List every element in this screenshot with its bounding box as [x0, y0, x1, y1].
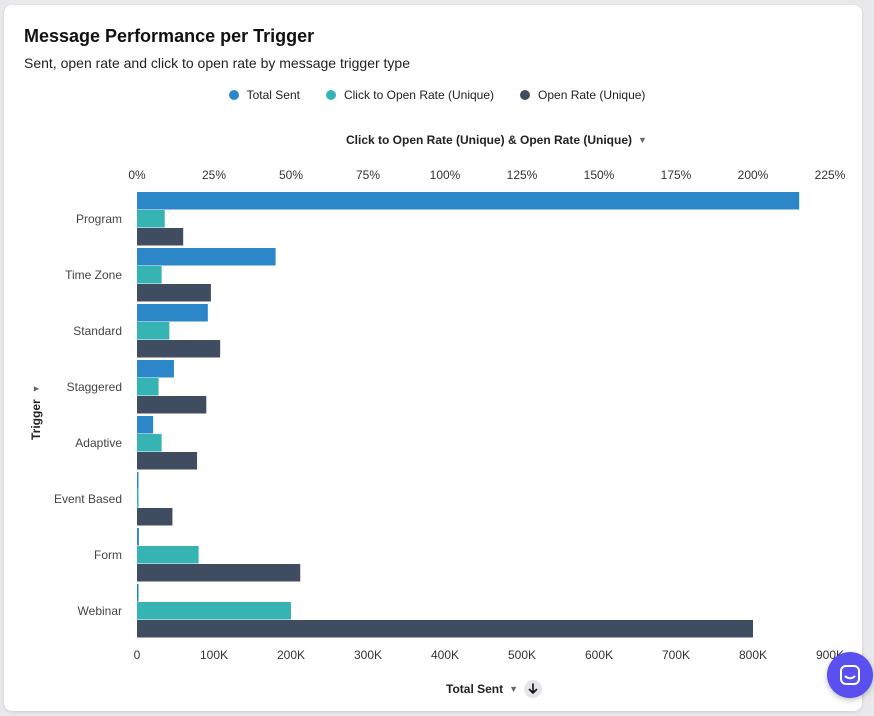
- bar-click-to-open-rate-unique: [137, 490, 139, 508]
- top-axis-title: Click to Open Rate (Unique) & Open Rate …: [346, 133, 633, 147]
- bar-click-to-open-rate-unique: [137, 546, 199, 564]
- legend-item-open-rate[interactable]: Open Rate (Unique): [520, 88, 645, 102]
- legend-label: Click to Open Rate (Unique): [343, 88, 495, 102]
- bottom-axis-tick-label: 100K: [200, 648, 228, 662]
- bar-total-sent: [137, 528, 139, 546]
- bar-open-rate-unique: [137, 228, 184, 246]
- bar-open-rate-unique: [137, 564, 301, 582]
- top-axis-tick-label: 150%: [584, 168, 615, 182]
- bar-click-to-open-rate-unique: [137, 602, 291, 620]
- top-axis-selector[interactable]: Click to Open Rate (Unique) & Open Rate …: [346, 133, 647, 147]
- bottom-axis-tick-label: 500K: [508, 648, 536, 662]
- bar-click-to-open-rate-unique: [137, 322, 170, 340]
- bottom-axis-tick-label: 600K: [585, 648, 613, 662]
- bar-total-sent: [137, 304, 208, 322]
- category-label: Adaptive: [75, 436, 122, 450]
- bar-total-sent: [137, 360, 174, 378]
- bar-total-sent: [137, 416, 154, 434]
- top-axis-tick-label: 0%: [128, 168, 146, 182]
- bottom-axis-selector[interactable]: Total Sent ▼: [446, 680, 543, 698]
- top-axis-tick-label: 100%: [430, 168, 461, 182]
- bottom-axis-tick-label: 0: [134, 648, 141, 662]
- legend-dot: [325, 90, 336, 100]
- caret-down-icon: ▼: [31, 384, 41, 394]
- bar-open-rate-unique: [137, 508, 173, 526]
- category-label: Event Based: [54, 492, 122, 506]
- caret-down-icon: ▼: [509, 684, 519, 694]
- y-axis-title: Trigger: [29, 399, 43, 440]
- category-label: Standard: [73, 324, 122, 338]
- bar-open-rate-unique: [137, 620, 753, 638]
- chat-icon: [840, 665, 860, 685]
- top-axis-tick-label: 125%: [507, 168, 538, 182]
- legend-item-click-to-open-rate[interactable]: Click to Open Rate (Unique): [325, 88, 495, 102]
- bottom-axis-tick-label: 300K: [354, 648, 382, 662]
- bar-click-to-open-rate-unique: [137, 210, 165, 228]
- bottom-axis-tick-label: 200K: [277, 648, 305, 662]
- bar-open-rate-unique: [137, 396, 207, 414]
- bar-open-rate-unique: [137, 340, 221, 358]
- category-label: Program: [76, 212, 122, 226]
- category-label: Time Zone: [65, 268, 122, 282]
- bottom-axis-title: Total Sent: [446, 682, 504, 696]
- sort-button[interactable]: [524, 680, 543, 698]
- top-axis-tick-label: 75%: [356, 168, 380, 182]
- bar-open-rate-unique: [137, 452, 198, 470]
- legend-label: Total Sent: [246, 88, 300, 102]
- bottom-axis-tick-label: 700K: [662, 648, 690, 662]
- page-title: Message Performance per Trigger: [24, 26, 315, 46]
- legend-item-total-sent[interactable]: Total Sent: [228, 88, 300, 102]
- category-label: Form: [94, 548, 122, 562]
- arrow-down-icon: [528, 683, 538, 694]
- top-axis-tick-label: 25%: [202, 168, 226, 182]
- category-label: Staggered: [67, 380, 122, 394]
- legend-dot: [228, 90, 239, 100]
- bottom-axis-tick-label: 800K: [739, 648, 767, 662]
- bar-click-to-open-rate-unique: [137, 266, 162, 284]
- bottom-axis-tick-label: 400K: [431, 648, 459, 662]
- caret-down-icon: ▼: [638, 135, 647, 145]
- bar-open-rate-unique: [137, 284, 211, 302]
- bar-total-sent: [137, 192, 800, 210]
- bar-click-to-open-rate-unique: [137, 378, 159, 396]
- top-axis-tick-label: 50%: [279, 168, 303, 182]
- top-axis-tick-label: 200%: [738, 168, 769, 182]
- legend-label: Open Rate (Unique): [538, 88, 646, 102]
- chat-launcher-button[interactable]: [827, 652, 873, 698]
- bar-total-sent: [137, 472, 139, 490]
- bar-total-sent: [137, 584, 139, 602]
- legend: Total Sent Click to Open Rate (Unique) O…: [0, 88, 874, 102]
- chart-card: [4, 5, 862, 711]
- legend-dot: [520, 90, 531, 100]
- bar-click-to-open-rate-unique: [137, 434, 162, 452]
- top-axis-tick-label: 175%: [661, 168, 692, 182]
- page-subtitle: Sent, open rate and click to open rate b…: [24, 55, 411, 71]
- category-label: Webinar: [78, 604, 122, 618]
- bar-total-sent: [137, 248, 276, 266]
- y-axis-selector[interactable]: Trigger ▼: [29, 384, 43, 440]
- top-axis-tick-label: 225%: [815, 168, 846, 182]
